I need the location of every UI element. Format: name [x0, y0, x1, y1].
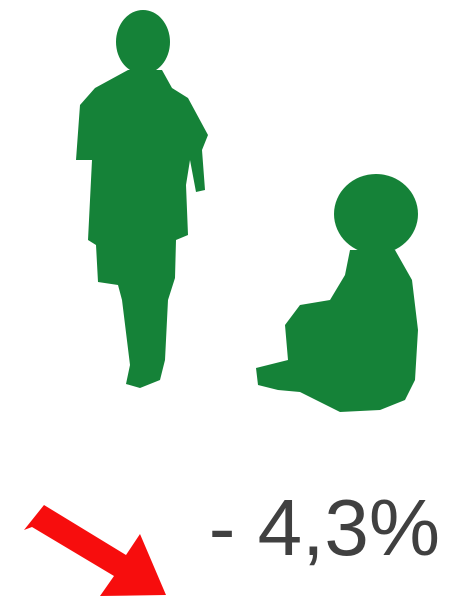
down-arrow [24, 505, 166, 596]
standing-child [76, 10, 208, 388]
percent-change: - 4,3% [209, 483, 440, 572]
sitting-child [256, 174, 418, 412]
